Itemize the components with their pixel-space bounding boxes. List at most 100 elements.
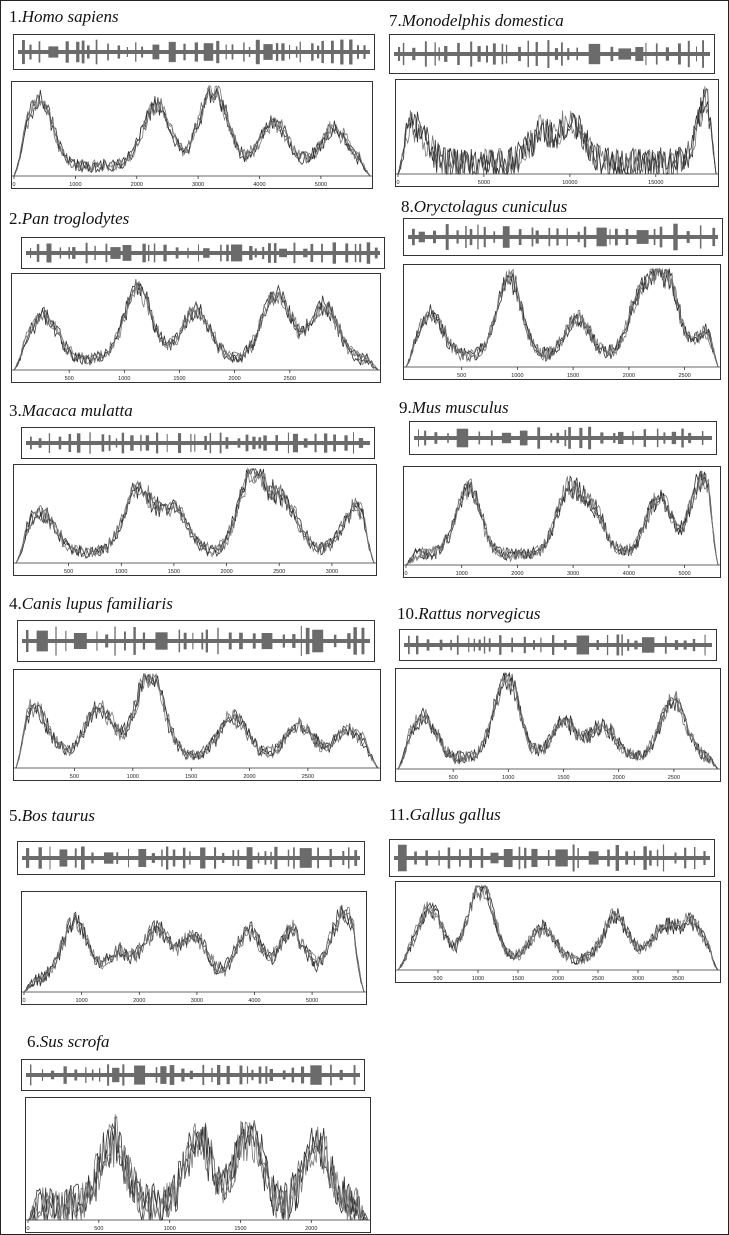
exon-bar [618, 431, 624, 444]
exon-bar [194, 434, 196, 452]
exon-bar [89, 432, 91, 454]
exon-bar [168, 41, 176, 63]
x-tick-label: 2000 [305, 1226, 317, 1232]
exon-bar [189, 1070, 193, 1080]
exon-bar [492, 43, 496, 65]
exon-bar [554, 48, 558, 60]
exon-bar [115, 438, 118, 448]
exon-bar [312, 629, 324, 653]
profile-trace [15, 672, 379, 769]
exon-bar [478, 639, 481, 651]
profile-trace [15, 468, 375, 564]
exon-bar [712, 227, 716, 247]
exon-bar [359, 243, 362, 263]
exon-bar [226, 244, 229, 262]
exon-bar [222, 853, 225, 863]
profile-plot-svg: 0 1000 2000 3000 4000 5000 [12, 84, 372, 188]
x-tick-label: 1500 [168, 569, 180, 575]
exon-bar [518, 46, 521, 62]
exon-bar [314, 433, 317, 453]
exon-bar [239, 1065, 243, 1085]
profile-trace [13, 279, 379, 371]
exon-bar [26, 630, 29, 652]
exon-bar [220, 244, 222, 262]
exon-bar [412, 47, 416, 61]
track-backbone [18, 50, 370, 54]
exon-bar [30, 1064, 32, 1086]
exon-bar [659, 226, 663, 248]
exon-bar [55, 626, 57, 656]
exon-bar [190, 434, 192, 452]
exon-bar [172, 849, 176, 867]
profile-plot: 500 1000 1500 2000 2500 [13, 669, 381, 781]
exon-bar [59, 247, 62, 259]
exon-bar [615, 228, 618, 246]
exon-bar [142, 632, 146, 650]
x-tick-label: 2000 [131, 182, 143, 188]
exon-bar [291, 1067, 295, 1083]
exon-bar [30, 247, 32, 258]
exon-bar [122, 245, 132, 261]
exon-bar [439, 639, 443, 651]
exon-bar [114, 626, 116, 656]
profile-trace [397, 884, 719, 971]
exon-bar [636, 230, 649, 244]
gene-structure-svg [404, 634, 712, 656]
species-name: Macaca mulatta [21, 401, 133, 420]
exon-bar [299, 848, 312, 868]
exon-bar [275, 435, 278, 451]
x-tick-label: 2500 [284, 376, 296, 382]
exon-bar [632, 431, 634, 445]
x-tick-label: 2500 [302, 774, 314, 780]
exon-bar [237, 849, 240, 867]
exon-bar [434, 432, 438, 444]
x-tick-label: 1000 [472, 976, 484, 982]
panel-number: 2. [9, 209, 22, 228]
exon-bar [203, 43, 214, 61]
exon-bar [321, 40, 324, 64]
exon-bar [548, 227, 551, 247]
exon-bar [490, 430, 493, 446]
exon-bar [488, 638, 491, 652]
exon-bar [469, 848, 472, 868]
exon-bar [671, 431, 677, 445]
x-tick-label: 3000 [632, 976, 644, 982]
exon-bar [414, 851, 417, 865]
exon-bar [447, 847, 451, 869]
x-tick-label: 1000 [118, 376, 130, 382]
profile-plot: 500 1000 1500 2000 2500 [395, 668, 721, 782]
panel-title: 2.Pan troglodytes [9, 209, 129, 229]
exon-bar [524, 847, 527, 869]
profile-plot: 0 1000 2000 3000 4000 5000 [11, 81, 373, 189]
x-tick-label: 3000 [191, 998, 203, 1004]
species-name: Monodelphis domestica [401, 11, 564, 30]
exon-bar [656, 428, 659, 448]
x-tick-label: 15000 [648, 180, 663, 186]
exon-bar [76, 41, 80, 63]
exon-bar [567, 48, 570, 60]
exon-bar [116, 852, 119, 864]
exon-bar [478, 431, 481, 445]
exon-bar [339, 1069, 343, 1081]
panel-title: 1.Homo sapiens [9, 7, 119, 27]
exon-bar [398, 844, 407, 872]
exon-bar [445, 224, 449, 250]
exon-bar [293, 847, 295, 869]
exon-bar [477, 46, 481, 62]
x-tick-label: 1500 [234, 1226, 246, 1232]
x-tick-label: 1500 [173, 376, 185, 382]
exon-bar [511, 637, 513, 653]
x-tick-label: 1000 [69, 182, 81, 188]
exon-bar [456, 635, 459, 655]
exon-bar [547, 40, 550, 68]
profile-plot-svg: 0 5000 10000 15000 [396, 86, 718, 186]
panel-title: 5.Bos taurus [9, 806, 95, 826]
gene-structure-track [17, 620, 375, 662]
exon-bar [46, 243, 52, 263]
exon-bar [38, 847, 42, 869]
exon-bar [122, 1064, 125, 1086]
x-tick-label: 2500 [678, 373, 690, 379]
exon-bar [262, 246, 265, 260]
exon-bar [155, 632, 168, 650]
exon-bar [219, 432, 222, 454]
